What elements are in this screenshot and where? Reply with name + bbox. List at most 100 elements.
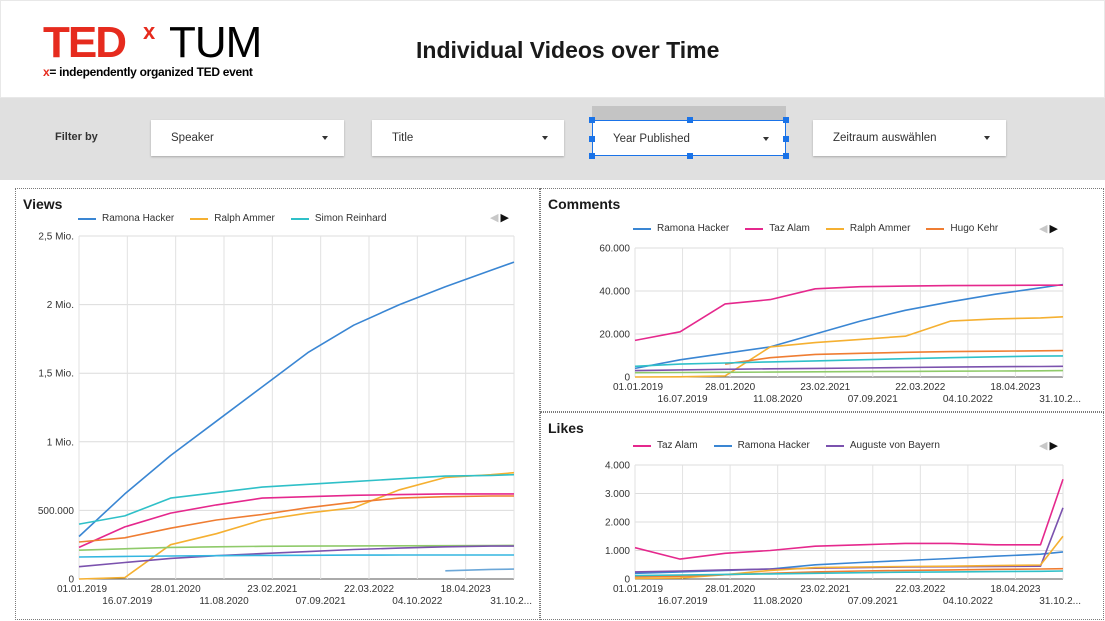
- x-tick-label: 07.09.2021: [296, 596, 346, 607]
- comments-chart-panel[interactable]: 0 20.000 40.000 60.000 01.01.2019 16.07.2019 2…: [540, 188, 1104, 412]
- series-line[interactable]: [634, 355, 1064, 368]
- y-tick-label: 1,5 Mio.: [38, 369, 74, 380]
- x-tick-label: 28.01.2020: [705, 584, 755, 595]
- views-legend: Ramona Hacker Ralph Ammer Simon Reinhard: [78, 213, 403, 224]
- x-tick-label: 11.08.2020: [199, 596, 249, 607]
- logo-tagline-x: x: [43, 65, 50, 79]
- series-line[interactable]: [78, 544, 515, 551]
- resize-handle[interactable]: [783, 136, 789, 142]
- x-tick-label: 23.02.2021: [247, 584, 297, 595]
- series-line[interactable]: [634, 570, 1064, 577]
- resize-handle[interactable]: [687, 117, 693, 123]
- x-tick-label: 16.07.2019: [102, 596, 152, 607]
- page-title: Individual Videos over Time: [416, 37, 720, 63]
- year-filter-label: Year Published: [613, 133, 690, 145]
- series-line[interactable]: [78, 493, 514, 549]
- x-tick-label: 16.07.2019: [658, 596, 708, 607]
- series-line-ramona-hacker[interactable]: [78, 261, 515, 538]
- y-tick-label: 0: [624, 373, 630, 384]
- x-tick-label: 22.03.2022: [344, 584, 394, 595]
- logo-tagline-text: = independently organized TED event: [49, 65, 253, 79]
- series-line-taz-alam[interactable]: [634, 284, 1063, 342]
- y-tick-label: 20.000: [599, 330, 630, 341]
- x-tick-label: 01.01.2019: [57, 584, 107, 595]
- resize-handle[interactable]: [589, 117, 595, 123]
- x-tick-label: 31.10.2...: [490, 596, 532, 607]
- x-tick-label: 11.08.2020: [753, 394, 803, 405]
- views-chart-panel[interactable]: 0 500.000 1 Mio. 1,5 Mio. 2 Mio. 2,5 Mio. 01.0…: [15, 188, 540, 620]
- legend-item[interactable]: Ralph Ammer: [825, 223, 911, 234]
- selection-shade: [592, 106, 786, 120]
- comments-chart: 020.00040.00060.00001.01.201916.07.20192…: [599, 244, 1081, 406]
- legend-item[interactable]: Ramona Hacker: [713, 440, 810, 451]
- chevron-down-icon: [542, 136, 548, 140]
- legend-swatch: [633, 444, 651, 447]
- series-line[interactable]: [78, 554, 514, 558]
- resize-handle[interactable]: [589, 153, 595, 159]
- x-tick-label: 18.04.2023: [441, 584, 491, 595]
- date-range-dropdown[interactable]: Zeitraum auswählen: [813, 120, 1006, 156]
- resize-handle[interactable]: [783, 117, 789, 123]
- legend-swatch: [926, 227, 945, 230]
- series-line-ramona-hacker[interactable]: [634, 283, 1064, 370]
- series-line-ralph-ammer[interactable]: [78, 471, 515, 580]
- series-line-simon-reinhard[interactable]: [78, 473, 515, 525]
- y-tick-label: 3.000: [605, 489, 630, 500]
- title-filter-dropdown[interactable]: Title: [372, 120, 564, 156]
- resize-handle[interactable]: [589, 136, 595, 142]
- y-tick-label: 2.000: [605, 518, 630, 529]
- legend-next-icon[interactable]: ▶: [1049, 223, 1058, 235]
- legend-item[interactable]: Simon Reinhard: [290, 213, 387, 224]
- legend-label: Ralph Ammer: [849, 223, 911, 234]
- filter-label: Filter by: [55, 131, 98, 143]
- x-tick-label: 23.02.2021: [800, 382, 850, 393]
- legend-item[interactable]: Ralph Ammer: [190, 213, 275, 224]
- series-line[interactable]: [78, 495, 514, 543]
- legend-label: Ramona Hacker: [657, 223, 730, 234]
- x-tick-label: 22.03.2022: [895, 584, 945, 595]
- resize-handle[interactable]: [783, 153, 789, 159]
- series-line-hugo-kehr[interactable]: [724, 349, 1064, 365]
- legend-next-icon[interactable]: ▶: [500, 212, 509, 224]
- legend-item[interactable]: Taz Alam: [633, 440, 698, 451]
- views-chart: 0 500.000 1 Mio. 1,5 Mio. 2 Mio. 2,5 Mio. 01.0…: [38, 232, 532, 608]
- series-line-ralph-ammer[interactable]: [634, 316, 1064, 378]
- x-tick-label: 18.04.2023: [990, 382, 1040, 393]
- header: TED x TUM x= independently organized TED…: [0, 0, 1105, 98]
- legend-swatch: [745, 227, 764, 230]
- legend-prev-icon[interactable]: ◀: [1039, 223, 1048, 235]
- tedx-tum-logo[interactable]: TED x TUM x= independently organized TED…: [43, 19, 283, 83]
- legend-item[interactable]: Ramona Hacker: [633, 223, 729, 234]
- legend-label: Ramona Hacker: [737, 440, 810, 451]
- speaker-filter-label: Speaker: [171, 132, 214, 144]
- logo-x: x: [143, 19, 156, 44]
- series-line[interactable]: [78, 545, 514, 568]
- legend-next-icon[interactable]: ▶: [1049, 440, 1058, 452]
- x-tick-label: 22.03.2022: [895, 382, 945, 393]
- legend-item[interactable]: Taz Alam: [745, 223, 810, 234]
- legend-item[interactable]: Hugo Kehr: [926, 223, 998, 234]
- series-line[interactable]: [634, 365, 1064, 372]
- year-published-filter-dropdown[interactable]: Year Published: [589, 117, 789, 159]
- legend-prev-icon[interactable]: ◀: [1039, 440, 1048, 452]
- y-tick-label: 1.000: [605, 546, 630, 557]
- logo-tum: TUM: [169, 18, 262, 67]
- x-tick-label: 28.01.2020: [705, 382, 755, 393]
- legend-item[interactable]: Ramona Hacker: [78, 213, 174, 224]
- series-line[interactable]: [634, 369, 1064, 374]
- likes-chart-title: Likes: [548, 420, 584, 436]
- series-line-taz-alam[interactable]: [634, 479, 1064, 560]
- x-tick-label: 04.10.2022: [943, 596, 993, 607]
- legend-label: Taz Alam: [657, 440, 698, 451]
- legend-item[interactable]: Auguste von Bayern: [825, 440, 940, 451]
- legend-prev-icon[interactable]: ◀: [490, 212, 499, 224]
- likes-chart-panel[interactable]: 0 1.000 2.000 3.000 4.000 01.01.2019 16.07.201…: [540, 412, 1104, 620]
- likes-legend: Taz Alam Ramona Hacker Auguste von Bayern: [633, 440, 956, 451]
- likes-chart: 0 1.000 2.000 3.000 4.000 01.01.201916.07.201…: [605, 461, 1081, 608]
- filter-bar: Filter by Speaker Title Year Published Z…: [0, 98, 1105, 180]
- series-line[interactable]: [445, 568, 515, 572]
- speaker-filter-dropdown[interactable]: Speaker: [151, 120, 344, 156]
- chevron-down-icon: [984, 136, 990, 140]
- comments-legend: Ramona Hacker Taz Alam Ralph Ammer Hugo Keh…: [633, 223, 1014, 234]
- resize-handle[interactable]: [687, 153, 693, 159]
